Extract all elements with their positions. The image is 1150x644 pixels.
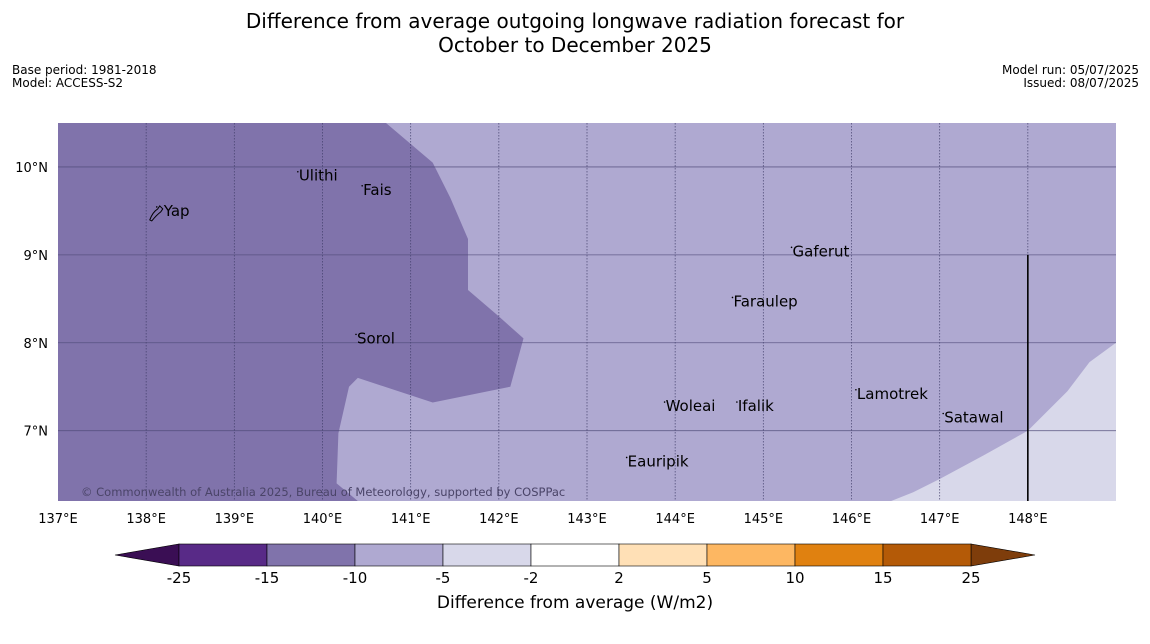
lon-tick-label: 148°E bbox=[1008, 512, 1048, 527]
place-label-ifalik: Ifalik bbox=[738, 397, 774, 415]
place-marker bbox=[355, 333, 357, 336]
place-label-eauripik: Eauripik bbox=[628, 452, 689, 470]
colorbar-swatch bbox=[442, 543, 532, 567]
lon-tick-label: 138°E bbox=[126, 512, 166, 527]
colorbar-tick-label: 2 bbox=[614, 569, 624, 587]
colorbar-tick-label: 10 bbox=[785, 569, 804, 587]
colorbar-swatch bbox=[178, 543, 268, 567]
anomaly-region-2 bbox=[891, 342, 1116, 501]
lon-tick-label: 141°E bbox=[391, 512, 431, 527]
colorbar-tick-label: 25 bbox=[961, 569, 980, 587]
model-name: Model: ACCESS-S2 bbox=[12, 76, 124, 90]
place-label-gaferut: Gaferut bbox=[793, 242, 850, 260]
place-marker bbox=[155, 206, 158, 208]
anomaly-region-1 bbox=[58, 123, 524, 501]
colorbar-tick-label: -2 bbox=[524, 569, 539, 587]
yap-island-shape bbox=[149, 205, 164, 222]
place-label-ulithi: Ulithi bbox=[299, 167, 338, 185]
place-marker bbox=[361, 185, 363, 187]
lon-tick-label: 143°E bbox=[567, 512, 607, 527]
lon-tick-label: 144°E bbox=[655, 512, 695, 527]
place-marker bbox=[855, 388, 857, 391]
colorbar-extend-high bbox=[970, 543, 1036, 567]
lat-tick-label: 8°N bbox=[24, 337, 49, 352]
place-marker bbox=[297, 170, 299, 173]
colorbar-swatch bbox=[618, 543, 708, 567]
place-label-woleai: Woleai bbox=[666, 397, 716, 415]
colorbar-tick-label: 5 bbox=[702, 569, 712, 587]
colorbar-label: Difference from average (W/m2) bbox=[436, 593, 714, 613]
lon-tick-label: 142°E bbox=[479, 512, 519, 527]
colorbar-tick-label: -25 bbox=[167, 569, 192, 587]
model-run: Model run: 05/07/2025 bbox=[1001, 63, 1139, 77]
title-line-2: October to December 2025 bbox=[438, 33, 712, 57]
colorbar-tick-label: -10 bbox=[343, 569, 368, 587]
lon-tick-label: 146°E bbox=[832, 512, 872, 527]
map-title: Difference from average outgoing longwav… bbox=[0, 9, 1150, 57]
colorbar-extend-low bbox=[114, 543, 180, 567]
colorbar-swatch bbox=[706, 543, 796, 567]
place-marker bbox=[942, 412, 944, 415]
colorbar-swatch bbox=[882, 543, 972, 567]
meta-right: Model run: 05/07/2025 Issued: 08/07/2025 bbox=[1002, 64, 1139, 90]
issued-date: Issued: 08/07/2025 bbox=[1023, 76, 1139, 90]
place-label-satawal: Satawal bbox=[944, 408, 1003, 426]
lon-tick-label: 147°E bbox=[920, 512, 960, 527]
copyright-text: © Commonwealth of Australia 2025, Bureau… bbox=[81, 485, 565, 499]
place-marker bbox=[790, 246, 793, 249]
place-marker bbox=[663, 401, 666, 403]
place-label-yap: Yap bbox=[163, 202, 190, 220]
colorbar-swatch bbox=[794, 543, 884, 567]
meta-left: Base period: 1981-2018 Model: ACCESS-S2 bbox=[12, 64, 157, 90]
lat-tick-label: 10°N bbox=[15, 161, 48, 176]
place-label-faraulep: Faraulep bbox=[733, 292, 797, 310]
title-line-1: Difference from average outgoing longwav… bbox=[245, 9, 905, 33]
colorbar: -25 -15 -10 -5 -2 2 5 10 15 25 bbox=[114, 543, 1036, 587]
lon-tick-label: 140°E bbox=[303, 512, 343, 527]
lon-tick-label: 139°E bbox=[215, 512, 255, 527]
lat-tick-label: 9°N bbox=[24, 249, 49, 264]
colorbar-tick-label: -15 bbox=[255, 569, 280, 587]
place-marker bbox=[625, 456, 628, 459]
place-label-lamotrek: Lamotrek bbox=[857, 385, 928, 403]
place-marker bbox=[736, 401, 738, 403]
place-label-fais: Fais bbox=[363, 181, 392, 199]
colorbar-tick-label: 15 bbox=[873, 569, 892, 587]
colorbar-swatch bbox=[354, 543, 444, 567]
lon-tick-label: 137°E bbox=[38, 512, 78, 527]
base-period: Base period: 1981-2018 bbox=[12, 63, 157, 77]
colorbar-swatch bbox=[266, 543, 356, 567]
colorbar-swatch bbox=[530, 543, 620, 567]
map-plot-area: Yap Ulithi Fais Sorol Gaferut Faraulep Woleai I… bbox=[15, 123, 1116, 527]
place-marker bbox=[731, 296, 734, 299]
lon-tick-label: 145°E bbox=[744, 512, 784, 527]
colorbar-tick-label: -5 bbox=[436, 569, 451, 587]
place-label-sorol: Sorol bbox=[357, 329, 395, 347]
lat-tick-label: 7°N bbox=[24, 425, 49, 440]
